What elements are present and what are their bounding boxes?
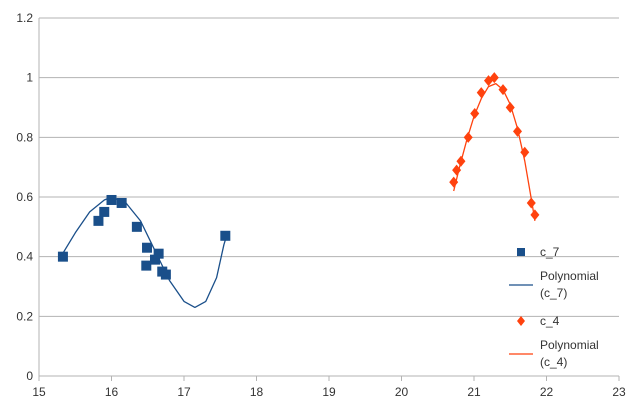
data-point-c_4 <box>476 87 486 99</box>
x-tick-label: 23 <box>612 385 626 399</box>
axes <box>38 18 620 381</box>
data-point-c_7 <box>150 254 160 265</box>
trendlines <box>60 82 536 309</box>
legend-label: Polynomial (c_4) <box>540 338 599 369</box>
data-point-c_7 <box>141 260 152 271</box>
data-point-c_7 <box>116 197 127 208</box>
x-tick-label: 21 <box>467 385 481 399</box>
data-point-c_4 <box>463 131 473 143</box>
data-point-c_7 <box>220 230 231 241</box>
y-tick-label: 1.2 <box>16 11 33 25</box>
x-tick-labels: 15 16 17 18 19 20 21 22 23 <box>32 385 626 399</box>
data-point-c_4 <box>489 72 499 84</box>
x-tick-label: 15 <box>32 385 46 399</box>
y-tick-label: 0.2 <box>16 309 33 323</box>
y-tick-label: 0.8 <box>16 130 33 144</box>
y-tick-label: 0.6 <box>16 190 33 204</box>
legend-label: c_4 <box>540 314 560 328</box>
markers <box>57 72 540 280</box>
gridlines <box>39 17 619 317</box>
x-tick-label: 18 <box>250 385 264 399</box>
x-tick-label: 20 <box>395 385 409 399</box>
x-tick-label: 17 <box>177 385 191 399</box>
x-tick-label: 16 <box>105 385 119 399</box>
data-point-c_4 <box>498 84 508 96</box>
data-point-c_4 <box>530 209 540 221</box>
data-point-c_7 <box>57 251 68 262</box>
data-point-c_4 <box>449 176 459 188</box>
legend-label: c_7 <box>540 245 560 259</box>
data-point-c_7 <box>99 206 110 217</box>
legend-marker-c_7 <box>517 248 525 256</box>
x-tick-label: 22 <box>540 385 554 399</box>
y-tick-labels: 0 0.2 0.4 0.6 0.8 1 1.2 <box>16 11 33 383</box>
legend-marker-c_4 <box>517 316 525 326</box>
legend: c_7 Polynomial (c_7) c_4 Polynomial (c_4) <box>509 245 599 369</box>
data-point-c_7 <box>106 194 117 205</box>
data-point-c_7 <box>153 248 164 259</box>
data-point-c_4 <box>505 102 515 113</box>
x-tick-label: 19 <box>322 385 336 399</box>
data-point-c_7 <box>93 215 104 226</box>
data-point-c_7 <box>160 269 171 280</box>
data-point-c_4 <box>452 164 462 176</box>
data-point-c_4 <box>513 125 522 137</box>
data-point-c_4 <box>520 146 530 158</box>
data-point-c_7 <box>142 242 153 253</box>
y-tick-label: 1 <box>26 71 33 85</box>
data-point-c_4 <box>456 155 466 167</box>
y-tick-label: 0 <box>26 369 33 383</box>
y-tick-label: 0.4 <box>16 250 33 264</box>
data-point-c_4 <box>470 107 480 119</box>
data-point-c_7 <box>131 221 142 232</box>
legend-label: Polynomial (c_7) <box>540 269 599 300</box>
data-point-c_4 <box>526 197 536 209</box>
